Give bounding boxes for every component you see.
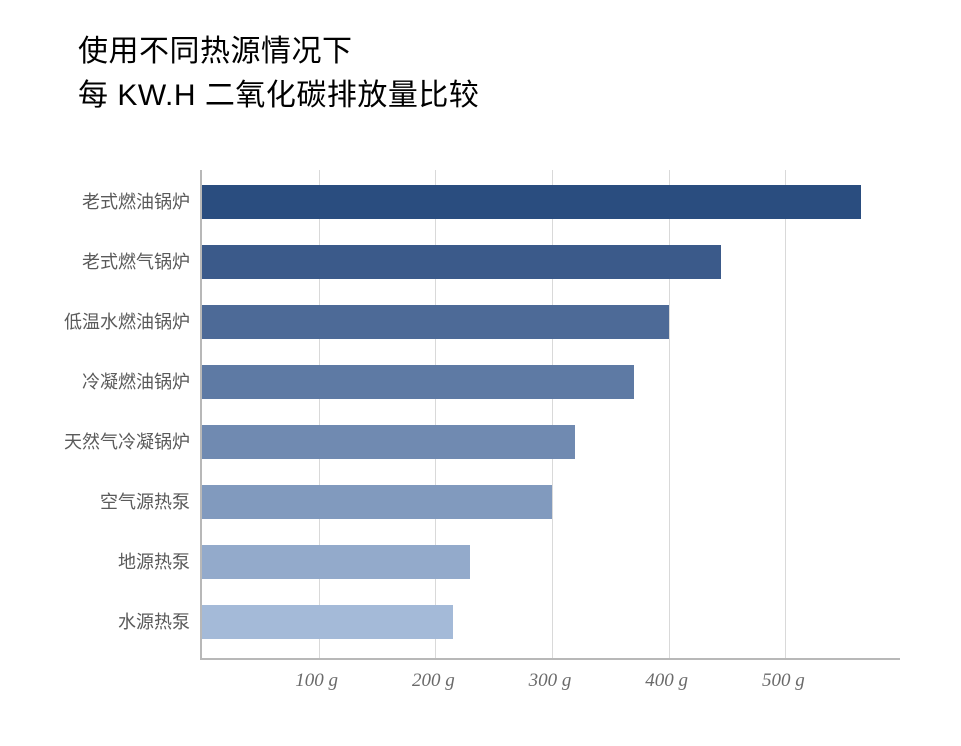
bar-row <box>202 545 470 579</box>
bar-row <box>202 605 453 639</box>
gridline <box>669 170 670 658</box>
chart-title: 使用不同热源情况下 每 KW.H 二氧化碳排放量比较 <box>78 30 479 117</box>
y-axis-label: 水源热泵 <box>50 605 190 639</box>
gridline <box>785 170 786 658</box>
bar <box>202 365 634 399</box>
gridline <box>435 170 436 658</box>
bar-row <box>202 485 552 519</box>
title-line-2: 每 KW.H 二氧化碳排放量比较 <box>78 74 479 118</box>
bar <box>202 485 552 519</box>
bar <box>202 605 453 639</box>
x-axis-tick-label: 400 g <box>645 670 688 692</box>
bar <box>202 425 575 459</box>
bar-row <box>202 365 634 399</box>
bar <box>202 185 861 219</box>
y-axis-label: 冷凝燃油锅炉 <box>50 365 190 399</box>
gridline <box>319 170 320 658</box>
x-axis-tick-label: 500 g <box>762 670 805 692</box>
bar-row <box>202 305 669 339</box>
bar-row <box>202 245 721 279</box>
y-axis-label: 天然气冷凝锅炉 <box>50 425 190 459</box>
y-axis-label: 空气源热泵 <box>50 485 190 519</box>
x-axis-tick-label: 300 g <box>529 670 572 692</box>
title-line-1: 使用不同热源情况下 <box>78 30 479 74</box>
bar <box>202 545 470 579</box>
bar <box>202 305 669 339</box>
x-axis-tick-label: 100 g <box>295 670 338 692</box>
bar-row <box>202 185 861 219</box>
bar <box>202 245 721 279</box>
y-axis-label: 老式燃油锅炉 <box>50 185 190 219</box>
y-axis-label: 低温水燃油锅炉 <box>50 305 190 339</box>
plot-region <box>200 170 900 660</box>
y-axis-label: 地源热泵 <box>50 545 190 579</box>
gridline <box>552 170 553 658</box>
y-axis-label: 老式燃气锅炉 <box>50 245 190 279</box>
x-axis-tick-label: 200 g <box>412 670 455 692</box>
bar-row <box>202 425 575 459</box>
chart-area: 老式燃油锅炉老式燃气锅炉低温水燃油锅炉冷凝燃油锅炉天然气冷凝锅炉空气源热泵地源热… <box>60 170 920 700</box>
